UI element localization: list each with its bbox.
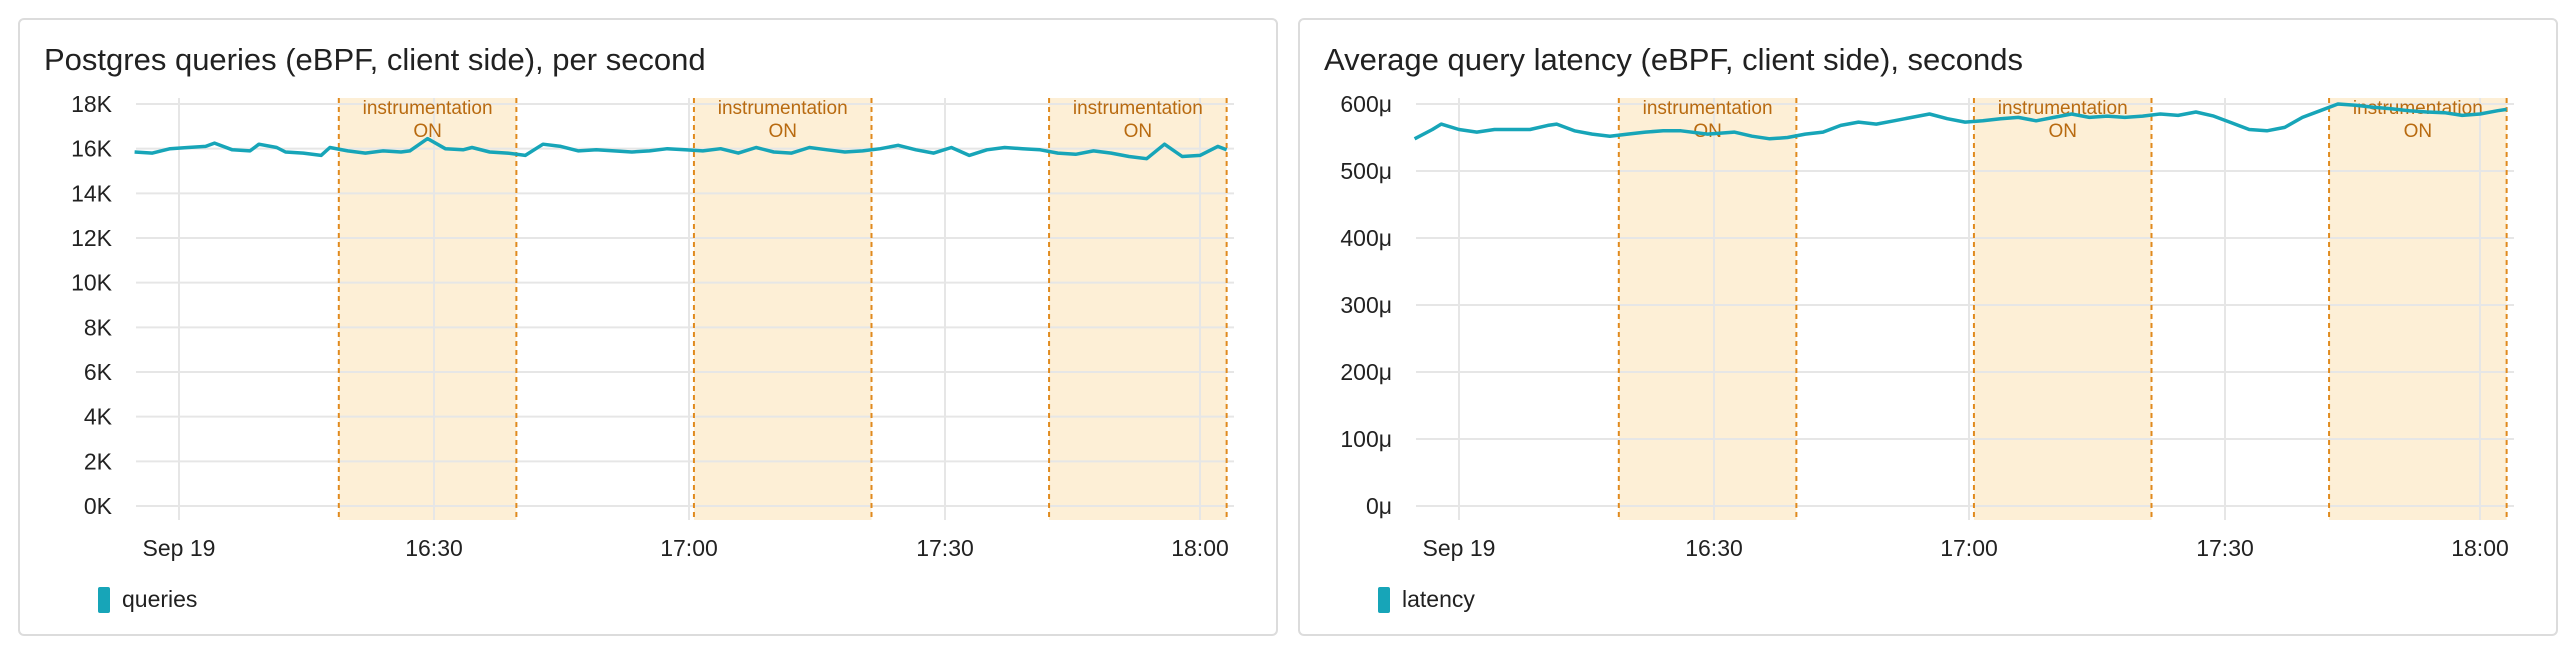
y-tick-label: 300μ <box>1340 292 1392 318</box>
latency-chart: 0μ 100μ 200μ 300μ 400μ 500μ 600μ Sep 19 16:30 17:… <box>1340 91 2514 561</box>
annotation-label: instrumentation <box>1998 98 2128 119</box>
annotation-band <box>2329 98 2507 520</box>
y-tick-label: 200μ <box>1340 359 1392 385</box>
x-tick-label: 17:30 <box>2196 535 2254 561</box>
x-tick-label: 16:30 <box>405 535 463 561</box>
annotation-label: ON <box>2404 121 2433 142</box>
y-tick-label: 6K <box>84 359 113 385</box>
y-tick-label: 8K <box>84 314 113 340</box>
annotation-label: ON <box>2048 121 2077 142</box>
legend-label: queries <box>122 586 198 612</box>
y-tick-label: 400μ <box>1340 225 1392 251</box>
y-tick-label: 100μ <box>1340 426 1392 452</box>
annotation-label: instrumentation <box>1073 98 1203 119</box>
annotation-band <box>1973 98 2152 520</box>
queries-panel: Postgres queries (eBPF, client side), pe… <box>18 18 1278 636</box>
annotation-label: instrumentation <box>718 98 848 119</box>
annotation-label: ON <box>413 121 442 142</box>
series-line <box>134 136 1228 161</box>
annotation-band <box>693 98 872 520</box>
y-tick-label: 2K <box>84 448 113 474</box>
legend[interactable]: queries <box>98 586 197 613</box>
y-tick-label: 0μ <box>1366 493 1392 519</box>
series-line <box>1413 102 2507 141</box>
y-tick-label: 14K <box>71 180 113 206</box>
x-tick-label: 18:00 <box>1171 535 1229 561</box>
chart-title: Postgres queries (eBPF, client side), pe… <box>44 42 706 77</box>
annotation-label: instrumentation <box>363 98 493 119</box>
annotation-label: ON <box>768 121 797 142</box>
legend-swatch <box>1378 586 1390 613</box>
legend[interactable]: latency <box>1378 586 1475 613</box>
y-tick-label: 4K <box>84 404 113 430</box>
legend-label: latency <box>1402 586 1475 612</box>
x-tick-label: 17:30 <box>916 535 974 561</box>
x-tick-label: 16:30 <box>1685 535 1743 561</box>
y-tick-label: 18K <box>71 91 113 117</box>
y-tick-label: 600μ <box>1340 91 1392 117</box>
y-tick-label: 500μ <box>1340 158 1392 184</box>
annotation-label: ON <box>1693 121 1722 142</box>
annotation-label: ON <box>1124 121 1153 142</box>
annotation-band <box>1618 98 1797 520</box>
x-tick-label: 18:00 <box>2451 535 2509 561</box>
y-tick-label: 0K <box>84 493 113 519</box>
x-tick-label: 17:00 <box>660 535 718 561</box>
annotation-band <box>1049 98 1227 520</box>
queries-chart: 0K 2K 4K 6K 8K 10K 12K 14K 16K 18K Sep 19 16:30 17:0… <box>71 91 1234 561</box>
annotation-band <box>338 98 517 520</box>
x-tick-label: Sep 19 <box>1423 535 1496 561</box>
y-tick-label: 12K <box>71 225 113 251</box>
latency-panel: Average query latency (eBPF, client side… <box>1298 18 2558 636</box>
annotation-label: instrumentation <box>1643 98 1773 119</box>
chart-title: Average query latency (eBPF, client side… <box>1324 42 2024 77</box>
y-tick-label: 10K <box>71 270 113 296</box>
x-tick-label: 17:00 <box>1940 535 1998 561</box>
legend-swatch <box>98 586 110 613</box>
x-tick-label: Sep 19 <box>143 535 216 561</box>
y-tick-label: 16K <box>71 136 113 162</box>
